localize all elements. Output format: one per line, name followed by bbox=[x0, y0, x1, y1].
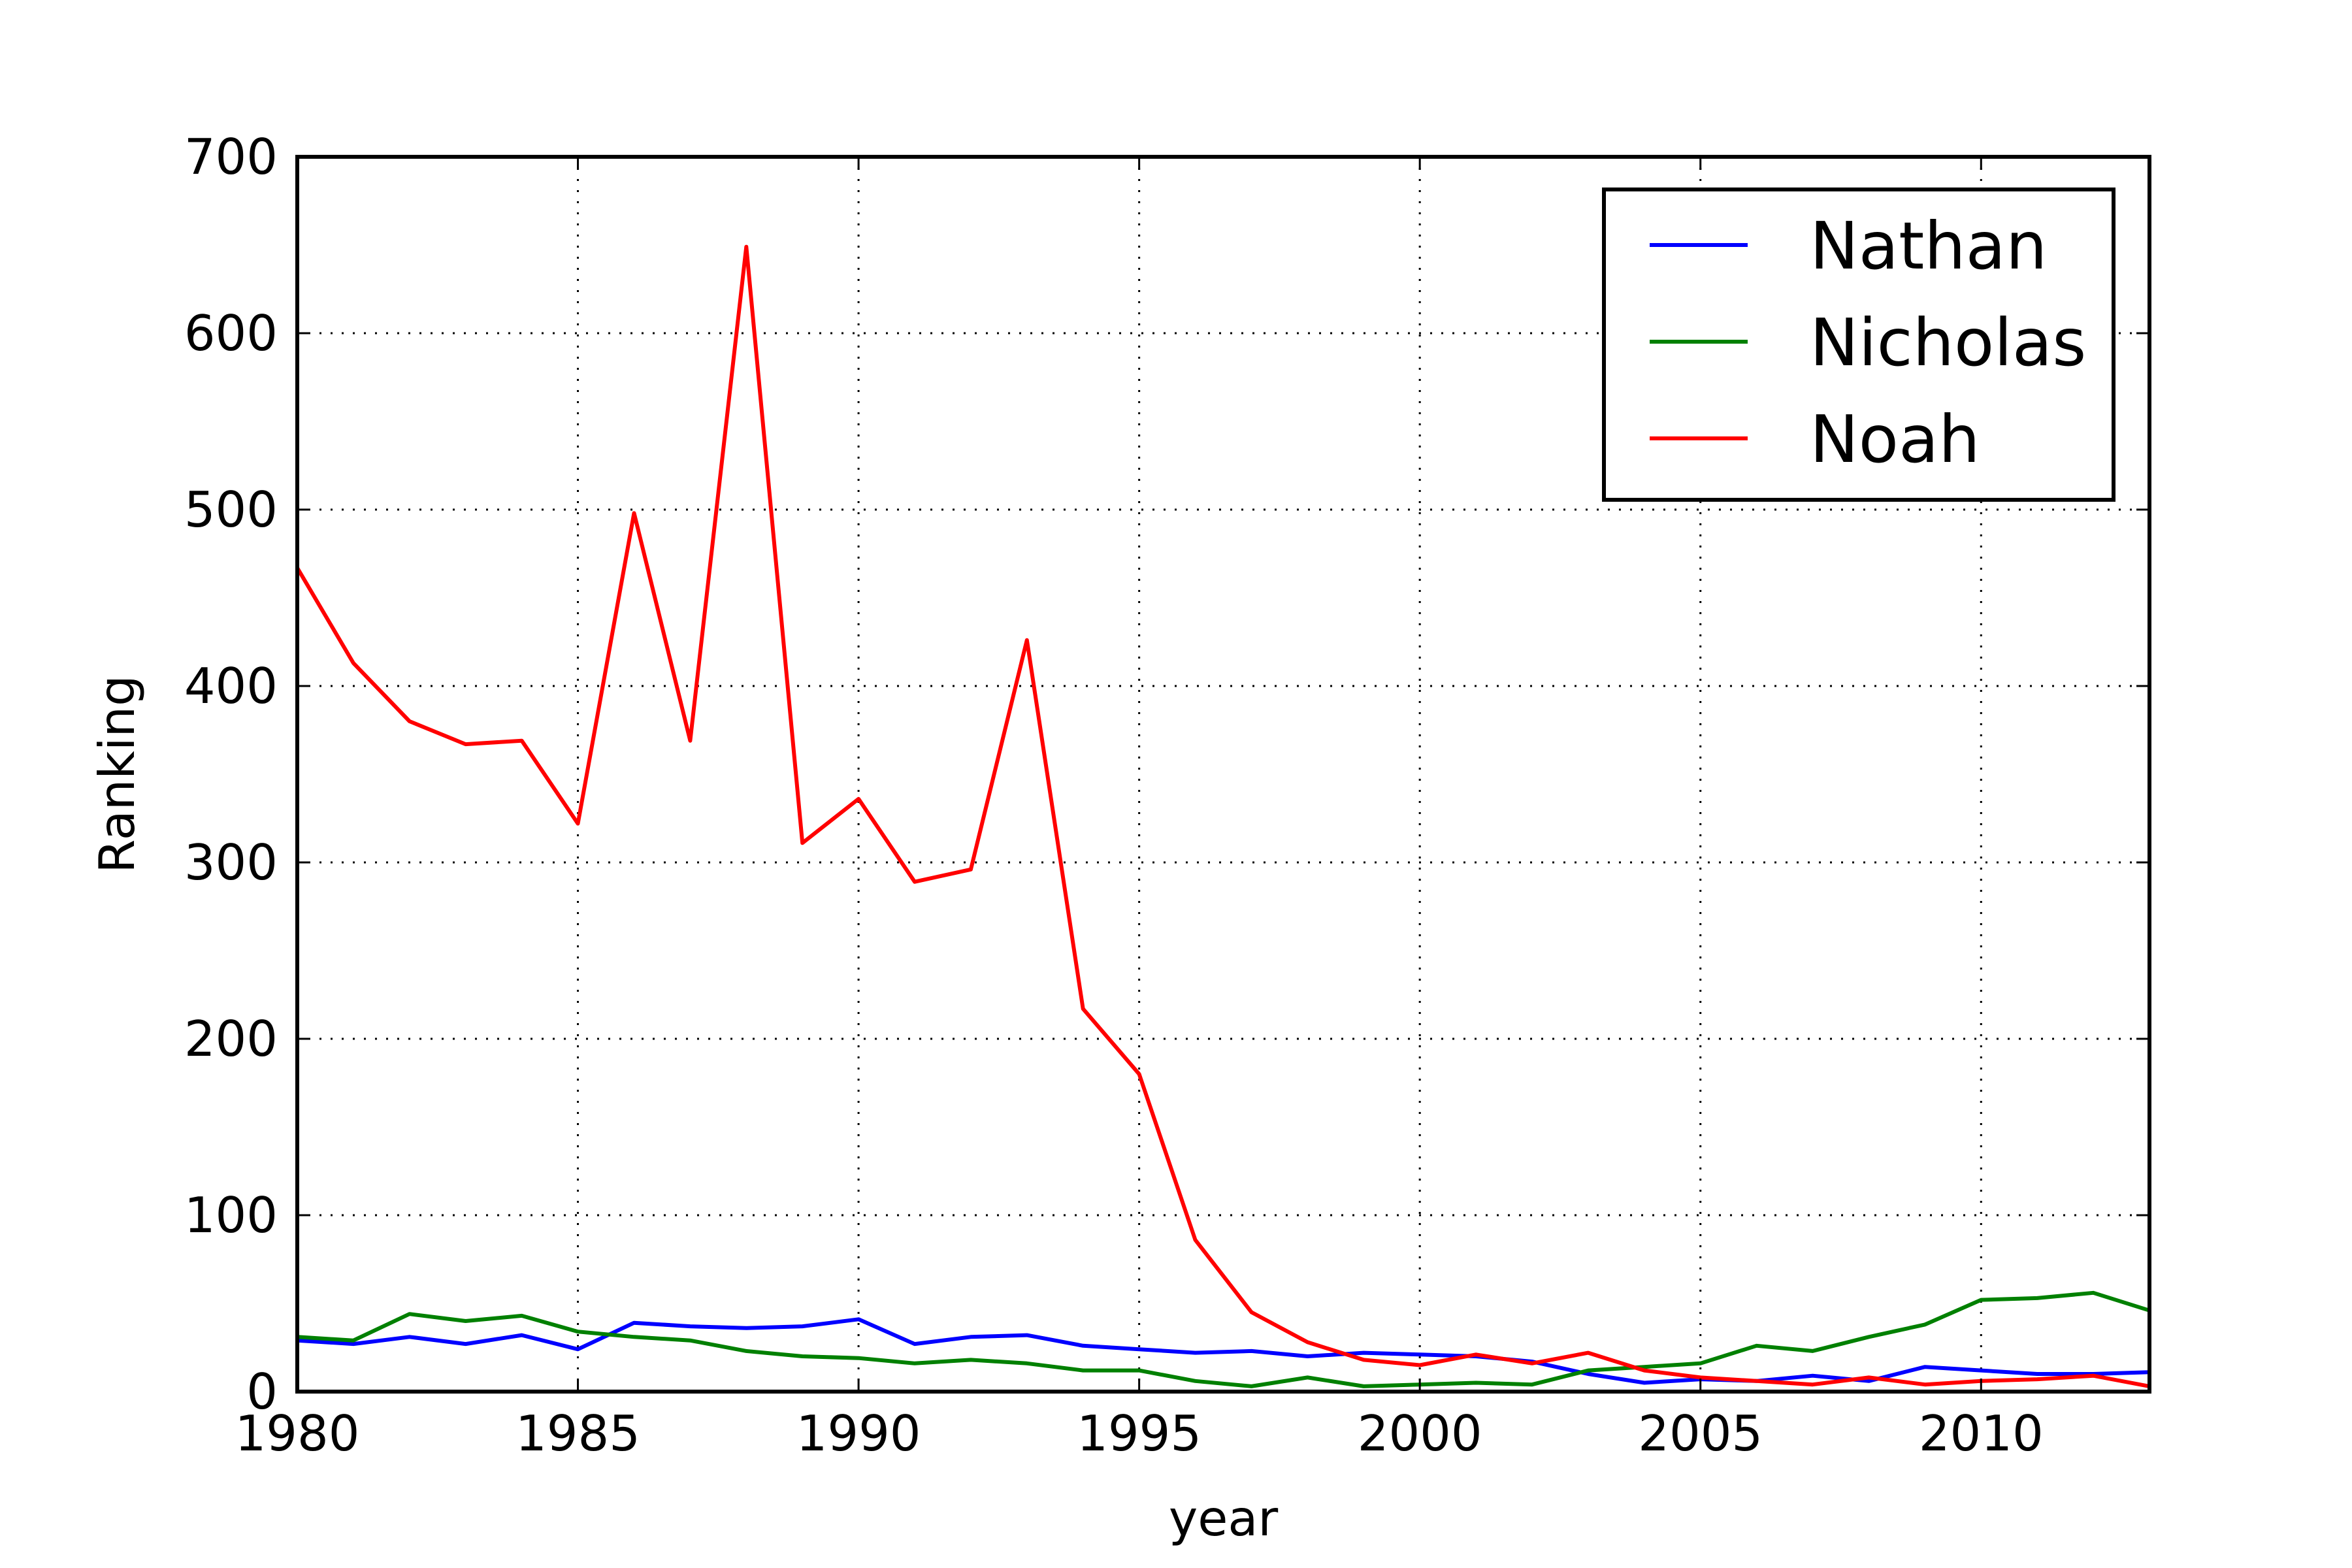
legend-label: Nathan bbox=[1810, 208, 2047, 284]
series-line-nicholas bbox=[295, 1290, 2151, 1388]
y-tick-label: 500 bbox=[184, 481, 278, 538]
x-tick-label: 1985 bbox=[515, 1405, 640, 1462]
y-tick-label: 0 bbox=[246, 1363, 278, 1420]
x-tick-label: 1980 bbox=[235, 1405, 360, 1462]
y-axis-label: Ranking bbox=[88, 675, 146, 873]
legend-label: Nicholas bbox=[1810, 304, 2086, 381]
y-tick-label: 200 bbox=[184, 1010, 278, 1068]
x-tick-label: 2000 bbox=[1358, 1405, 1482, 1462]
x-axis-label: year bbox=[1169, 1490, 1278, 1547]
y-tick-label: 600 bbox=[184, 304, 278, 362]
plot-frame bbox=[295, 155, 2151, 1394]
y-tick-label: 300 bbox=[184, 834, 278, 891]
y-tick-label: 700 bbox=[184, 128, 278, 186]
x-tick-label: 2010 bbox=[1919, 1405, 2044, 1462]
x-tick-label: 2005 bbox=[1638, 1405, 1763, 1462]
legend: Nathan Nicholas Noah bbox=[1602, 188, 2115, 502]
x-tick-label: 1990 bbox=[796, 1405, 921, 1462]
series-line-noah bbox=[295, 244, 2151, 1388]
y-tick-label: 400 bbox=[184, 657, 278, 715]
legend-box bbox=[1602, 188, 2115, 502]
y-tick-label: 100 bbox=[184, 1186, 278, 1244]
legend-label: Noah bbox=[1810, 401, 1980, 478]
plot-lines bbox=[295, 244, 2151, 1388]
x-tick-label: 1995 bbox=[1077, 1405, 1201, 1462]
axis-ticks: 1980 1985 1990 1995 2000 2005 2010 0 100 200 300 40… bbox=[184, 128, 2149, 1462]
